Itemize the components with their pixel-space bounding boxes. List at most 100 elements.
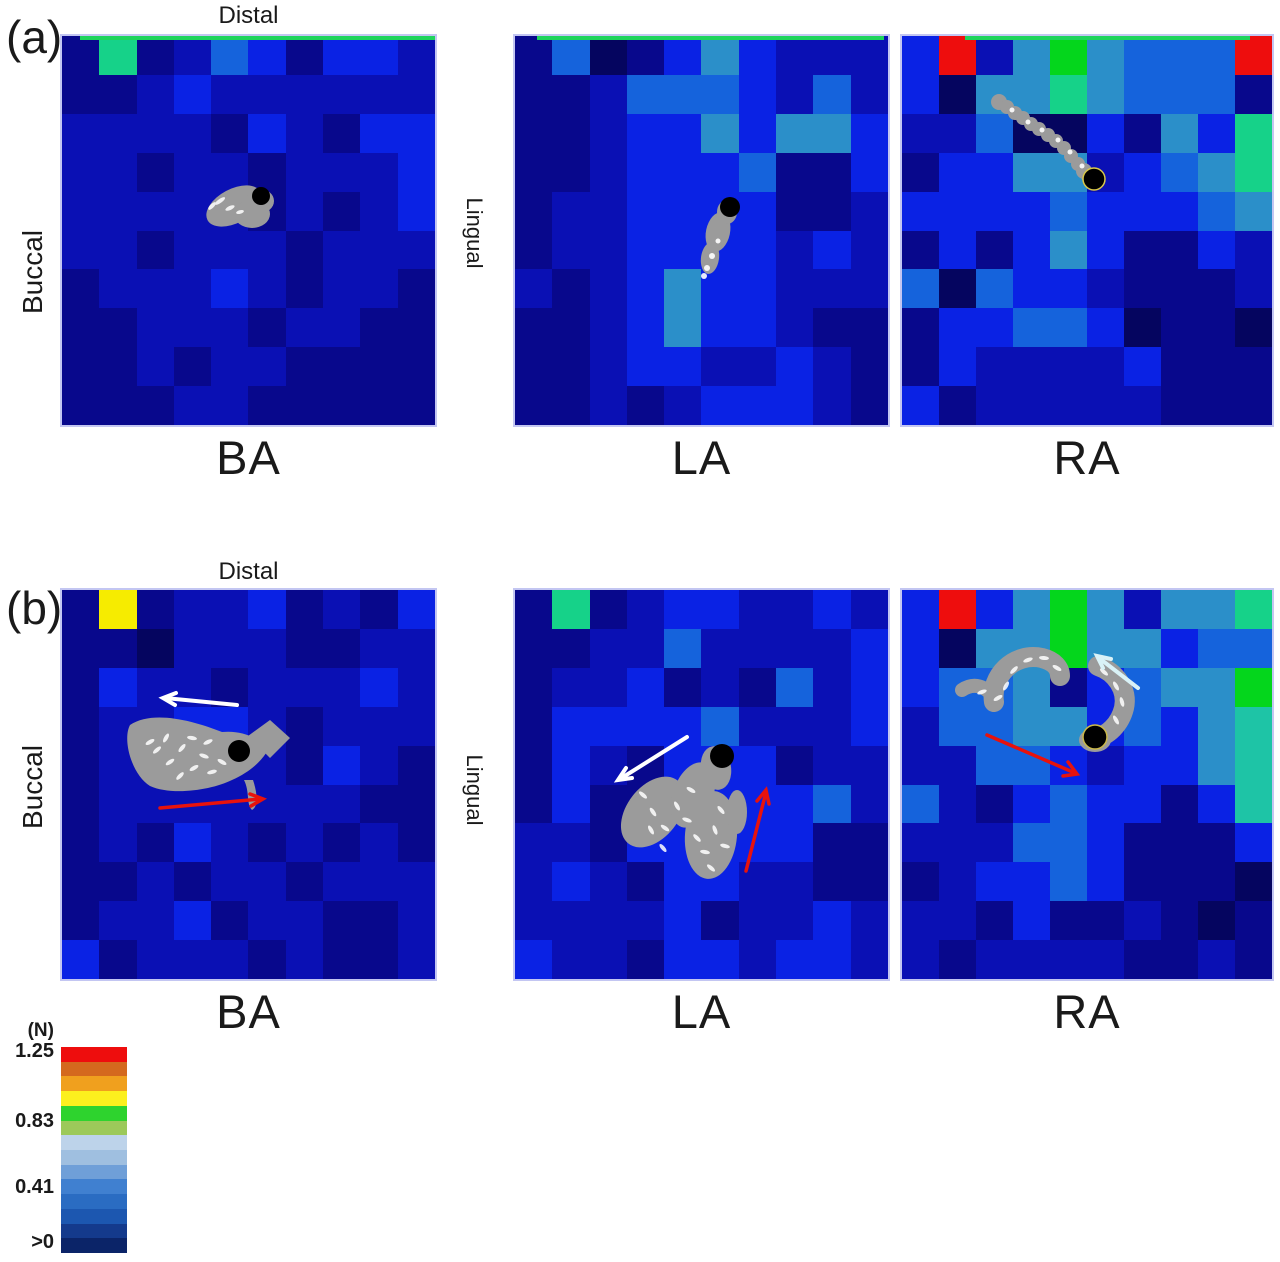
red-arrow bbox=[744, 786, 771, 873]
heatmap-cell bbox=[1124, 191, 1161, 231]
heatmap-cell bbox=[902, 745, 939, 785]
heatmap-cell bbox=[285, 667, 324, 707]
heatmap-cell bbox=[939, 940, 976, 979]
heatmap-cell bbox=[1235, 901, 1272, 941]
heatmap-cell bbox=[701, 36, 739, 75]
heatmap-cell bbox=[323, 347, 361, 387]
heatmap-cell bbox=[62, 628, 100, 668]
heatmap-cell bbox=[776, 745, 814, 785]
heatmap-cell bbox=[589, 862, 627, 902]
heatmap-cell bbox=[136, 347, 174, 387]
heatmap-cell bbox=[902, 590, 939, 629]
heatmap-cell bbox=[776, 308, 814, 348]
heatmap-cell bbox=[1198, 590, 1235, 629]
heatmap-cell bbox=[850, 667, 888, 707]
heatmap-cell bbox=[701, 269, 739, 309]
heatmap-cell bbox=[1235, 269, 1272, 309]
heatmap-cell bbox=[323, 590, 361, 629]
heatmap-cell bbox=[515, 308, 553, 348]
heatmap-cell bbox=[1198, 308, 1235, 348]
heatmap-cell bbox=[1013, 590, 1050, 629]
heatmap-cell bbox=[136, 152, 174, 192]
heatmap-cell bbox=[552, 590, 590, 629]
heatmap-cell bbox=[323, 784, 361, 824]
heatmap-cell bbox=[248, 269, 286, 309]
heatmap-cell bbox=[589, 784, 627, 824]
heatmap-cell bbox=[1161, 901, 1198, 941]
heatmap-cell bbox=[62, 784, 100, 824]
heatmap-cell bbox=[1198, 191, 1235, 231]
heatmap-cell bbox=[1235, 784, 1272, 824]
heatmap-cell bbox=[515, 74, 553, 114]
heatmap-cell bbox=[738, 745, 777, 785]
heatmap-cell bbox=[589, 347, 627, 387]
heatmap-cell bbox=[285, 823, 324, 863]
heatmap-cell bbox=[1087, 590, 1124, 629]
heatmap-cell bbox=[248, 823, 286, 863]
heatmap-cell bbox=[62, 823, 100, 863]
heatmap-cell bbox=[939, 628, 976, 668]
heatmap-cell bbox=[1198, 784, 1235, 824]
heatmap-cell bbox=[136, 590, 174, 629]
legend-band bbox=[61, 1194, 127, 1209]
heatmap-cell bbox=[776, 823, 814, 863]
heatmap-cell bbox=[323, 269, 361, 309]
heatmap-a-ba bbox=[62, 36, 435, 425]
heatmap-cell bbox=[515, 901, 553, 941]
heatmap-cell bbox=[211, 940, 249, 979]
heatmap-cell bbox=[62, 113, 100, 153]
heatmap-cell bbox=[664, 74, 702, 114]
heatmap-cell bbox=[976, 784, 1013, 824]
heatmap-cell bbox=[939, 113, 976, 153]
heatmap-cell bbox=[589, 269, 627, 309]
heatmap-cell bbox=[99, 628, 137, 668]
heatmap-cell bbox=[1235, 347, 1272, 387]
heatmap-cell bbox=[1050, 862, 1087, 902]
heatmap-cell bbox=[776, 152, 814, 192]
heatmap-cell bbox=[173, 36, 212, 75]
heatmap-cell bbox=[360, 113, 398, 153]
heatmap-cell bbox=[1050, 901, 1087, 941]
heatmap-cell bbox=[552, 308, 590, 348]
legend-band bbox=[61, 1135, 127, 1151]
legend-tick-max: 1.25 bbox=[15, 1040, 54, 1062]
heatmap-cell bbox=[552, 745, 590, 785]
heatmap-cell bbox=[62, 940, 100, 979]
heatmap-cell bbox=[1161, 823, 1198, 863]
heatmap-cell bbox=[1013, 862, 1050, 902]
heatmap-b-ba-grid bbox=[62, 590, 435, 979]
heatmap-cell bbox=[1161, 74, 1198, 114]
heatmap-cell bbox=[776, 36, 814, 75]
heatmap-cell bbox=[626, 308, 665, 348]
heatmap-cell bbox=[62, 152, 100, 192]
heatmap-cell bbox=[360, 36, 398, 75]
heatmap-cell bbox=[902, 706, 939, 746]
wear-debris bbox=[991, 94, 1097, 184]
heatmap-cell bbox=[1161, 152, 1198, 192]
heatmap-cell bbox=[850, 152, 888, 192]
heatmap-cell bbox=[323, 191, 361, 231]
legend-band bbox=[61, 1223, 127, 1239]
heatmap-cell bbox=[360, 152, 398, 192]
heatmap-cell bbox=[173, 940, 212, 979]
heatmap-cell bbox=[99, 347, 137, 387]
heatmap-cell bbox=[552, 628, 590, 668]
heatmap-cell bbox=[1013, 745, 1050, 785]
heatmap-cell bbox=[939, 784, 976, 824]
heatmap-cell bbox=[397, 901, 435, 941]
heatmap-cell bbox=[850, 901, 888, 941]
debris-overlay-b-la bbox=[613, 735, 771, 879]
heatmap-cell bbox=[1235, 823, 1272, 863]
heatmap-cell bbox=[285, 862, 324, 902]
heatmap-cell bbox=[1235, 74, 1272, 114]
heatmap-cell bbox=[515, 940, 553, 979]
heatmap-cell bbox=[664, 590, 702, 629]
heatmap-cell bbox=[285, 386, 324, 425]
heatmap-cell bbox=[323, 940, 361, 979]
heatmap-cell bbox=[813, 940, 851, 979]
heatmap-cell bbox=[701, 590, 739, 629]
heatmap-cell bbox=[285, 347, 324, 387]
heatmap-cell bbox=[589, 901, 627, 941]
heatmap-cell bbox=[776, 191, 814, 231]
